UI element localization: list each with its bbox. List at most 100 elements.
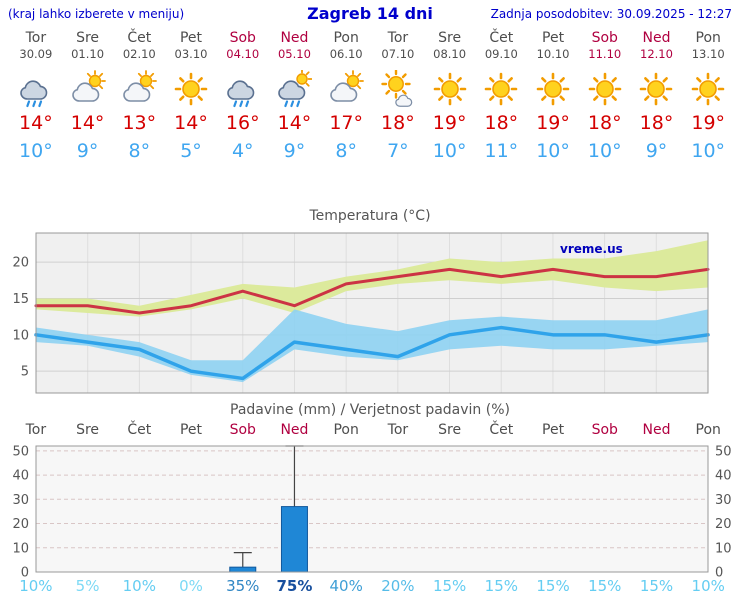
day-column[interactable]: Čet 02.10 13° 8° bbox=[113, 30, 165, 163]
precip-probability: 10% bbox=[691, 577, 725, 595]
precip-day-labels: Tor Sre Čet Pet Sob Ned Pon Tor Sre Čet Pet Sob Ned P… bbox=[10, 422, 734, 438]
day-column[interactable]: Ned 05.10 14° 9° bbox=[269, 30, 321, 163]
day-date-label: 04.10 bbox=[226, 47, 260, 61]
precip-probability: 15% bbox=[588, 577, 622, 595]
sun-icon bbox=[638, 70, 674, 108]
svg-text:10: 10 bbox=[12, 328, 29, 343]
precip-day-label: Pon bbox=[695, 422, 721, 438]
day-name-label: Sre bbox=[76, 30, 100, 46]
precip-probability: 75% bbox=[276, 577, 313, 595]
day-column[interactable]: Sob 11.10 18° 10° bbox=[579, 30, 631, 163]
day-name-label: Tor bbox=[387, 30, 409, 46]
precip-probability: 10% bbox=[122, 577, 156, 595]
day-name-label: Sob bbox=[591, 30, 618, 46]
sun-cloud-icon bbox=[380, 70, 416, 108]
precip-day-label: Pet bbox=[542, 422, 565, 438]
day-low-temp: 11° bbox=[484, 140, 519, 162]
precip-day-label: Pet bbox=[179, 422, 203, 438]
day-date-label: 02.10 bbox=[122, 47, 156, 61]
day-name-label: Sob bbox=[229, 30, 256, 46]
day-column[interactable]: Sre 08.10 19° 10° bbox=[424, 30, 476, 163]
day-column[interactable]: Sre 01.10 14° 9° bbox=[62, 30, 114, 163]
day-high-temp: 13° bbox=[122, 112, 157, 134]
day-high-temp: 14° bbox=[70, 112, 105, 134]
day-low-temp: 5° bbox=[180, 140, 202, 162]
day-high-temp: 19° bbox=[432, 112, 467, 134]
precip-probability: 15% bbox=[432, 577, 467, 595]
partly-cloudy-icon bbox=[328, 70, 364, 108]
day-date-label: 08.10 bbox=[433, 47, 467, 61]
rain-sun-icon bbox=[276, 70, 312, 108]
day-high-temp: 16° bbox=[225, 112, 260, 134]
svg-text:5: 5 bbox=[21, 365, 29, 380]
precip-probability: 15% bbox=[536, 577, 570, 595]
day-name-label: Čet bbox=[489, 30, 514, 46]
precip-day-label: Čet bbox=[127, 422, 152, 438]
day-column[interactable]: Pet 03.10 14° 5° bbox=[165, 30, 217, 163]
day-date-label: 01.10 bbox=[71, 47, 105, 61]
day-column[interactable]: Pet 10.10 19° 10° bbox=[527, 30, 579, 163]
day-low-temp: 10° bbox=[536, 140, 570, 162]
precip-day-label: Pon bbox=[333, 422, 359, 438]
day-high-temp: 14° bbox=[174, 112, 208, 134]
day-high-temp: 18° bbox=[639, 112, 674, 134]
day-name-label: Čet bbox=[127, 30, 152, 46]
day-low-temp: 10° bbox=[691, 140, 726, 162]
day-low-temp: 9° bbox=[645, 140, 668, 162]
partly-cloudy-icon bbox=[121, 70, 157, 108]
svg-text:10: 10 bbox=[715, 541, 732, 556]
day-high-temp: 18° bbox=[381, 112, 415, 134]
day-low-temp: 10° bbox=[432, 140, 467, 162]
precip-probability: 5% bbox=[75, 577, 100, 595]
day-high-temp: 17° bbox=[329, 112, 364, 134]
day-name-label: Pon bbox=[695, 30, 721, 46]
day-date-label: 11.10 bbox=[588, 47, 622, 61]
day-high-temp: 14° bbox=[19, 112, 53, 134]
day-date-label: 12.10 bbox=[640, 47, 673, 61]
day-high-temp: 18° bbox=[484, 112, 519, 134]
day-column[interactable]: Tor 30.09 14° 10° bbox=[10, 30, 62, 163]
precip-day-label: Tor bbox=[25, 422, 47, 438]
day-name-label: Pon bbox=[333, 30, 359, 46]
days-row: Tor 30.09 14° 10° Sre 01.10 14° 9° Čet 02.10 13° 8°… bbox=[10, 30, 734, 163]
day-column[interactable]: Ned 12.10 18° 9° bbox=[631, 30, 683, 163]
last-update-text: Zadnja posodobitev: 30.09.2025 - 12:27 bbox=[490, 7, 732, 21]
day-column[interactable]: Pon 06.10 17° 8° bbox=[320, 30, 372, 163]
precip-probability: 0% bbox=[179, 577, 203, 595]
svg-text:0: 0 bbox=[21, 566, 29, 579]
svg-text:0: 0 bbox=[715, 566, 723, 579]
day-column[interactable]: Tor 07.10 18° 7° bbox=[372, 30, 424, 163]
day-low-temp: 10° bbox=[19, 140, 53, 162]
day-name-label: Ned bbox=[280, 30, 309, 46]
sun-icon bbox=[690, 70, 726, 108]
day-high-temp: 18° bbox=[587, 112, 622, 134]
watermark-link[interactable]: vreme.us bbox=[560, 242, 623, 256]
day-high-temp: 19° bbox=[536, 112, 570, 134]
precip-day-label: Sre bbox=[76, 422, 100, 438]
sun-icon bbox=[587, 70, 623, 108]
day-column[interactable]: Sob 04.10 16° 4° bbox=[217, 30, 269, 163]
day-name-label: Ned bbox=[642, 30, 671, 46]
day-column[interactable]: Pon 13.10 19° 10° bbox=[682, 30, 734, 163]
sun-icon bbox=[535, 70, 571, 108]
day-column[interactable]: Čet 09.10 18° 11° bbox=[475, 30, 527, 163]
svg-text:30: 30 bbox=[12, 493, 29, 508]
day-date-label: 03.10 bbox=[174, 47, 208, 61]
day-low-temp: 9° bbox=[76, 140, 99, 162]
day-high-temp: 14° bbox=[277, 112, 312, 134]
precip-probability: 40% bbox=[329, 577, 363, 595]
day-name-label: Tor bbox=[25, 30, 47, 46]
day-date-label: 06.10 bbox=[329, 47, 363, 61]
day-date-label: 05.10 bbox=[277, 47, 311, 61]
svg-text:40: 40 bbox=[12, 469, 29, 484]
svg-text:50: 50 bbox=[12, 444, 29, 459]
precip-day-label: Ned bbox=[642, 422, 671, 438]
page-title: Zagreb 14 dni bbox=[307, 4, 433, 23]
day-name-label: Pet bbox=[542, 30, 565, 46]
sun-icon bbox=[432, 70, 468, 108]
day-date-label: 30.09 bbox=[19, 47, 53, 61]
precip-probability: 35% bbox=[226, 577, 260, 595]
day-name-label: Pet bbox=[179, 30, 203, 46]
day-date-label: 09.10 bbox=[484, 47, 518, 61]
